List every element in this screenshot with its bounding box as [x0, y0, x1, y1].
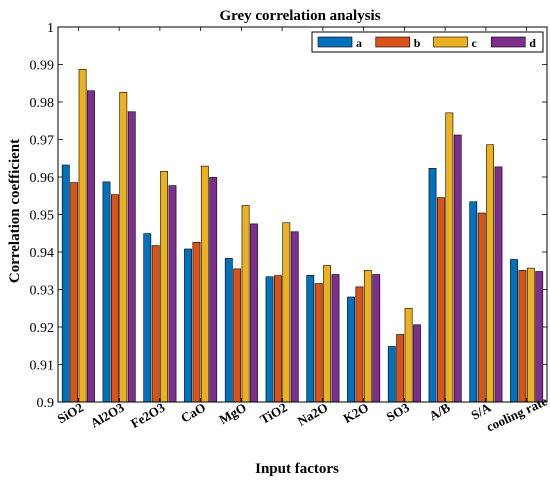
bar-d-cao [209, 177, 218, 403]
bar-b-tio2 [274, 275, 282, 403]
bar-a-k2o [347, 296, 355, 403]
y-tick-label: 1 [47, 21, 54, 36]
bar-a-fe2o3 [143, 233, 152, 403]
bar-a-tio2 [265, 276, 274, 403]
bar-d-tio2 [290, 231, 299, 403]
bar-d-so3 [413, 324, 421, 403]
bar-b-k2o [355, 286, 364, 403]
bar-d-a-b [453, 134, 462, 403]
bar-a-na2o [306, 274, 315, 403]
bar-a-so3 [387, 346, 396, 403]
y-tick-label: 0.95 [30, 209, 55, 224]
y-tick-label: 0.97 [30, 134, 55, 149]
legend-swatch-b [375, 36, 411, 48]
bar-c-na2o [323, 265, 331, 403]
legend-swatch-c [433, 36, 468, 48]
bar-c-tio2 [282, 222, 291, 403]
bar-b-cooling-rate [518, 270, 527, 403]
bar-c-k2o [363, 270, 372, 403]
y-tick-label: 0.94 [30, 246, 55, 261]
y-tick-label: 0.91 [30, 359, 55, 374]
bar-c-so3 [404, 307, 413, 403]
bar-d-k2o [372, 274, 381, 403]
bar-a-s-a [469, 201, 478, 403]
y-tick-label: 0.96 [30, 171, 55, 186]
x-axis-label: Input factors [255, 461, 339, 477]
bar-d-s-a [494, 166, 503, 403]
bar-d-sio2 [87, 90, 95, 403]
bar-a-mgo [224, 258, 233, 403]
axes-box [57, 26, 548, 403]
bar-b-cao [192, 241, 201, 403]
bar-c-al2o3 [119, 91, 128, 403]
y-axis-label: Correlation coefficient [7, 139, 23, 283]
y-tick-label: 0.98 [30, 96, 55, 111]
legend-label-a: a [356, 36, 362, 50]
chart-title: Grey correlation analysis [219, 8, 380, 24]
bar-c-cao [200, 165, 209, 403]
bar-c-sio2 [78, 69, 87, 403]
bar-c-mgo [241, 205, 250, 403]
bar-a-cooling-rate [510, 259, 518, 403]
bar-b-so3 [396, 334, 405, 403]
legend[interactable]: a b c d [311, 31, 544, 53]
bar-b-s-a [477, 212, 486, 403]
bar-a-a-b [428, 168, 437, 403]
bar-a-cao [184, 248, 192, 403]
bar-d-mgo [250, 223, 258, 403]
legend-swatch-a [317, 36, 353, 48]
bar-b-mgo [233, 268, 242, 403]
y-tick-label: 0.93 [30, 284, 55, 299]
legend-label-b: b [414, 36, 421, 50]
bar-d-fe2o3 [168, 185, 177, 403]
bar-b-al2o3 [111, 194, 119, 403]
bar-c-a-b [445, 112, 454, 403]
bar-b-sio2 [70, 182, 79, 403]
y-tick-label: 0.99 [30, 59, 55, 74]
bar-c-cooling-rate [526, 267, 535, 403]
legend-label-d: d [529, 36, 536, 50]
bar-b-a-b [437, 197, 445, 403]
legend-box [311, 31, 544, 53]
y-tick-label: 0.9 [37, 396, 55, 411]
legend-swatch-d [490, 36, 526, 48]
bar-a-sio2 [61, 164, 70, 403]
bar-b-fe2o3 [151, 245, 160, 403]
bar-d-na2o [331, 274, 340, 403]
y-tick-label: 0.92 [30, 321, 55, 336]
bar-b-na2o [314, 283, 323, 403]
bar-d-cooling-rate [535, 271, 544, 403]
bar-d-al2o3 [127, 111, 136, 403]
bar-c-fe2o3 [160, 171, 168, 403]
bar-c-s-a [486, 144, 494, 403]
bar-a-al2o3 [102, 181, 111, 403]
legend-label-c: c [472, 36, 478, 50]
